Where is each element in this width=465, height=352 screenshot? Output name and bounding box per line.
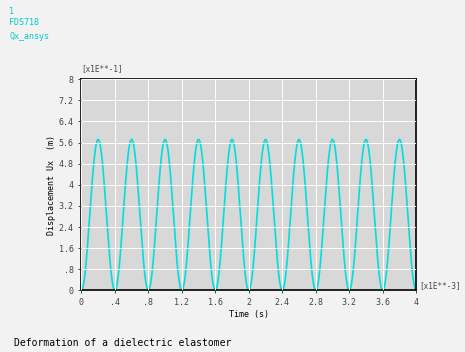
Text: Qx_ansys: Qx_ansys (9, 32, 49, 41)
Text: FDS718: FDS718 (9, 18, 40, 27)
X-axis label: Time (s): Time (s) (229, 310, 269, 319)
Y-axis label: Displacement Ux  (m): Displacement Ux (m) (47, 135, 56, 235)
Text: [x1E**-1]: [x1E**-1] (81, 64, 123, 73)
Text: Deformation of a dielectric elastomer: Deformation of a dielectric elastomer (14, 339, 231, 348)
Text: 1: 1 (9, 7, 14, 16)
Text: [x1E**-3]: [x1E**-3] (419, 281, 461, 290)
